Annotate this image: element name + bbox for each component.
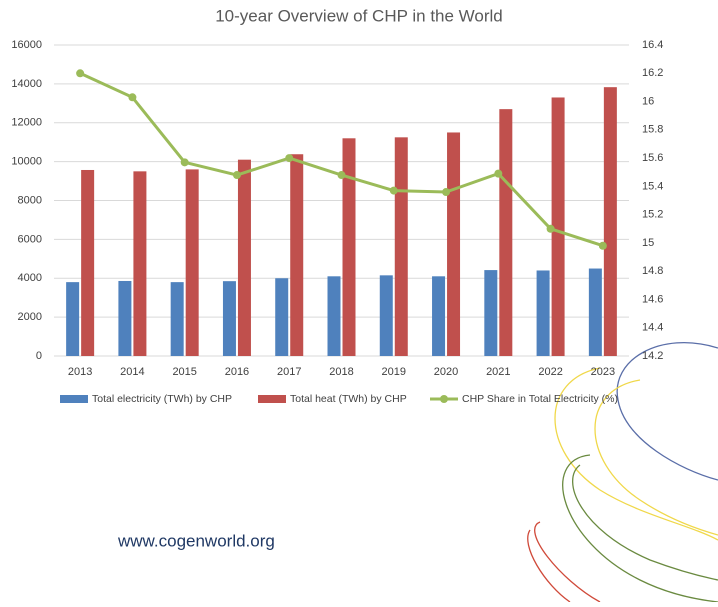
bar	[81, 170, 94, 356]
source-url: www.cogenworld.org	[117, 531, 275, 550]
y-tick-label: 2000	[18, 311, 42, 323]
bar	[223, 281, 236, 356]
y-tick-label: 16000	[11, 39, 42, 51]
bar	[589, 269, 602, 356]
x-tick-label: 2020	[434, 366, 458, 378]
x-tick-label: 2022	[538, 366, 562, 378]
bar	[447, 132, 460, 356]
y2-tick-label: 15.8	[642, 124, 663, 136]
y2-tick-label: 15.4	[642, 180, 663, 192]
y-tick-label: 12000	[11, 117, 42, 129]
line-point	[338, 171, 346, 179]
y-tick-label: 8000	[18, 194, 42, 206]
y-tick-label: 14000	[11, 78, 42, 90]
bar	[275, 278, 288, 356]
y-tick-label: 0	[36, 350, 42, 362]
bar	[537, 270, 550, 356]
bar	[380, 275, 393, 356]
line-point	[442, 188, 450, 196]
x-tick-label: 2018	[329, 366, 353, 378]
bar	[171, 282, 184, 356]
line-point	[128, 93, 136, 101]
x-tick-label: 2016	[225, 366, 249, 378]
chart: 10-year Overview of CHP in the World www…	[0, 0, 718, 602]
bar	[395, 137, 408, 356]
bar	[186, 169, 199, 356]
x-tick-label: 2015	[172, 366, 196, 378]
bar	[499, 109, 512, 356]
y-tick-label: 6000	[18, 233, 42, 245]
y2-tick-label: 14.8	[642, 265, 663, 277]
bar	[484, 270, 497, 356]
swoosh	[563, 455, 718, 602]
line-point	[76, 69, 84, 77]
line-point	[390, 187, 398, 195]
bar	[604, 87, 617, 356]
y2-tick-label: 15	[642, 237, 654, 249]
bar	[432, 276, 445, 356]
y2-tick-label: 16.4	[642, 39, 663, 51]
swoosh	[617, 343, 718, 480]
bar	[118, 281, 131, 356]
y2-tick-label: 15.2	[642, 209, 663, 221]
x-tick-label: 2019	[382, 366, 406, 378]
legend-swatch	[440, 395, 448, 403]
legend-swatch	[60, 395, 88, 403]
y2-tick-label: 14.2	[642, 350, 663, 362]
legend-label: CHP Share in Total Electricity (%)	[462, 393, 618, 405]
bar	[133, 171, 146, 356]
y2-tick-label: 15.6	[642, 152, 663, 164]
x-tick-label: 2013	[68, 366, 92, 378]
line	[80, 73, 603, 245]
x-tick-label: 2014	[120, 366, 144, 378]
swoosh	[573, 465, 718, 580]
line-point	[181, 158, 189, 166]
chart-title: 10-year Overview of CHP in the World	[215, 6, 503, 25]
line-point	[285, 154, 293, 162]
x-tick-label: 2017	[277, 366, 301, 378]
y2-tick-label: 14.6	[642, 293, 663, 305]
line-point	[233, 171, 241, 179]
swoosh	[528, 530, 570, 602]
legend-label: Total heat (TWh) by CHP	[290, 393, 407, 405]
y-tick-label: 10000	[11, 156, 42, 168]
line-point	[547, 225, 555, 233]
bar	[328, 276, 341, 356]
legend-swatch	[258, 395, 286, 403]
y-tick-label: 4000	[18, 272, 42, 284]
x-tick-label: 2023	[591, 366, 615, 378]
decoration	[528, 343, 718, 602]
bar	[290, 154, 303, 356]
y2-tick-label: 16.2	[642, 67, 663, 79]
y2-tick-label: 16	[642, 95, 654, 107]
bar	[343, 138, 356, 356]
bar	[66, 282, 79, 356]
x-tick-label: 2021	[486, 366, 510, 378]
legend-label: Total electricity (TWh) by CHP	[92, 393, 232, 405]
line-point	[599, 242, 607, 250]
bar	[238, 160, 251, 356]
y2-tick-label: 14.4	[642, 322, 663, 334]
line-point	[494, 170, 502, 178]
swoosh	[535, 522, 600, 602]
